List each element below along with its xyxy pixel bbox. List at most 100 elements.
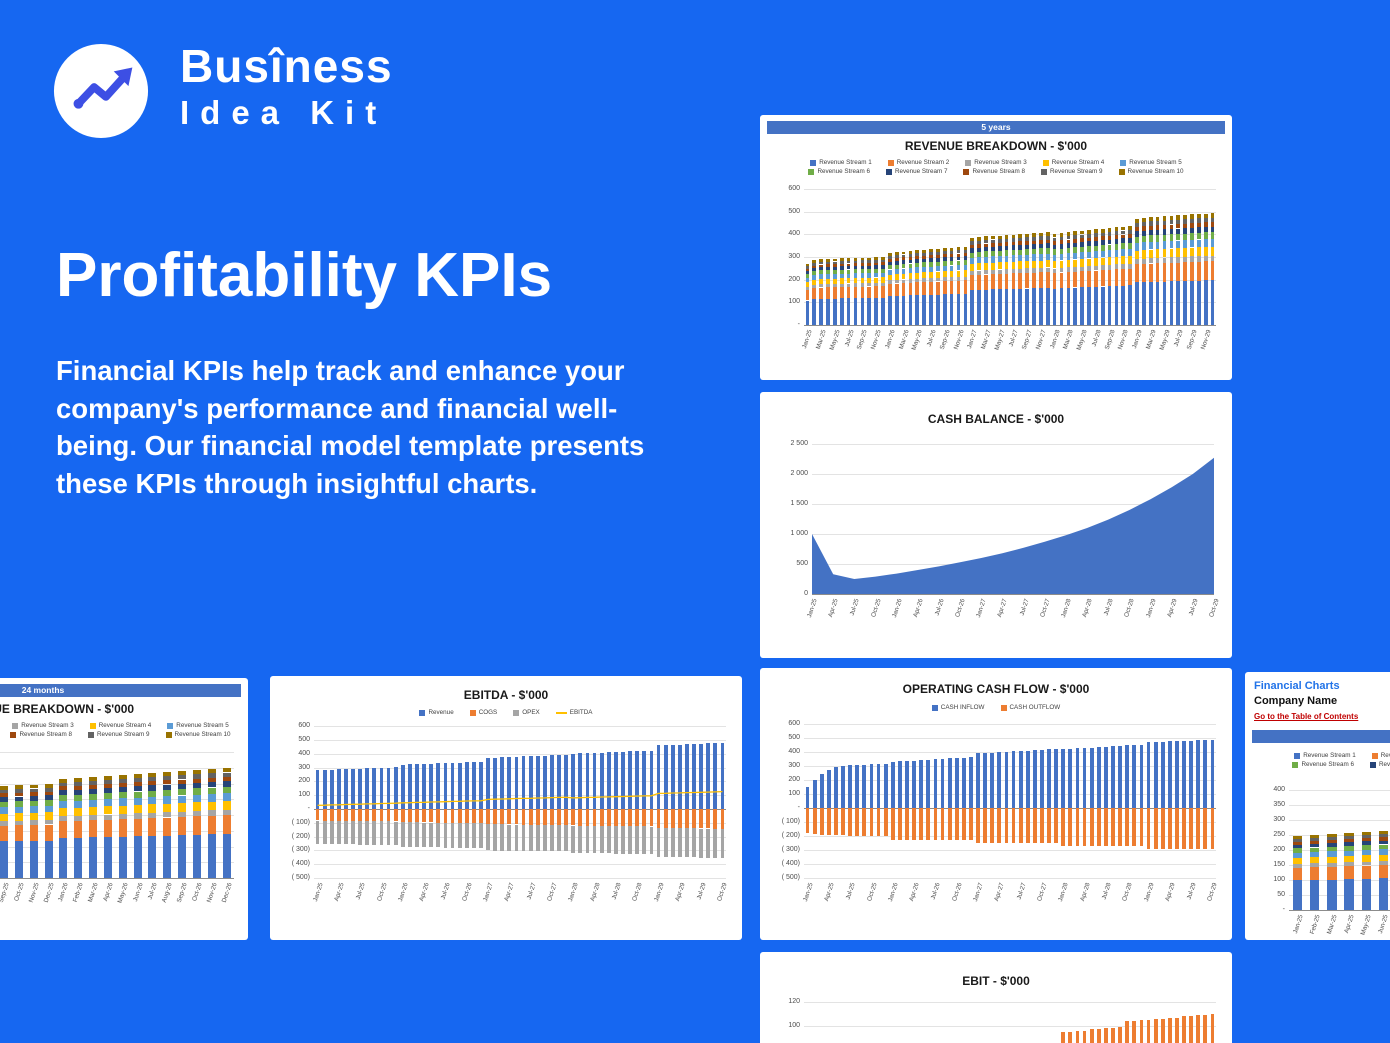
bar-segment	[628, 751, 633, 809]
bar-segment	[1142, 242, 1146, 250]
bar-segment	[853, 263, 858, 266]
bar-segment	[881, 282, 885, 287]
bar-segment	[329, 808, 334, 821]
bar-segment	[990, 246, 995, 252]
bar-segment	[969, 808, 973, 840]
bar-segment	[1100, 265, 1105, 271]
bar-segment	[74, 820, 83, 838]
bar-segment	[1103, 746, 1108, 808]
bar-segment	[163, 796, 172, 804]
bar-segment	[486, 757, 490, 809]
x-axis-label: Jul-26	[440, 882, 453, 901]
bar-segment	[578, 808, 583, 826]
bar-segment	[133, 836, 142, 878]
bar-segment	[528, 824, 533, 852]
legend-label: Revenue Stream 4	[1051, 159, 1105, 166]
bar-segment	[1039, 240, 1043, 244]
page-title: Profitability KPIs	[56, 241, 553, 310]
bar-segment	[833, 270, 837, 275]
bar-segment	[1182, 1016, 1186, 1043]
bar-segment	[1210, 808, 1215, 850]
x-axis-label: Mar-25	[1325, 914, 1339, 936]
bar-segment	[457, 808, 462, 823]
bar-segment	[853, 266, 858, 270]
bar-segment	[1011, 808, 1016, 843]
x-axis-label: Mar-25	[815, 329, 828, 351]
bar-segment	[894, 269, 899, 275]
bar-segment	[1210, 246, 1215, 256]
bar-segment	[192, 770, 201, 775]
bar-segment	[1132, 1021, 1137, 1043]
bar-segment	[1032, 233, 1036, 237]
bar-segment	[163, 776, 172, 781]
hero-description: Financial KPIs help track and enhance yo…	[56, 355, 645, 499]
bar-segment	[1059, 240, 1064, 244]
bar-segment	[1155, 216, 1160, 221]
bar-segment	[1059, 236, 1064, 241]
legend-item: Revenue Stream 8	[10, 731, 72, 738]
bar-segment	[1052, 288, 1057, 325]
legend-label: Revenue Stream 10	[1127, 168, 1184, 175]
bar-segment	[1080, 271, 1084, 288]
bar-segment	[29, 784, 38, 789]
bar-segment	[1080, 230, 1084, 235]
gridline	[812, 504, 1214, 505]
bar-segment	[984, 289, 988, 325]
bar-segment	[192, 794, 201, 803]
x-axis-label: May-29	[1158, 329, 1172, 352]
bar-segment	[846, 258, 851, 261]
bar-segment	[1093, 240, 1098, 246]
x-axis-label: Jan-29	[1131, 329, 1144, 350]
bar-segment	[0, 793, 9, 798]
bar-segment	[535, 808, 540, 825]
bar-segment	[1125, 1021, 1130, 1043]
legend-label: OPEX	[522, 709, 540, 716]
x-axis-label: Jul-29	[1172, 329, 1185, 348]
x-axis-label: Apr-29	[1165, 598, 1179, 619]
bar-segment	[826, 261, 830, 265]
bar-segment	[1160, 741, 1165, 808]
bar-segment	[881, 259, 885, 263]
bar-segment	[1148, 221, 1153, 226]
bar-segment	[1327, 836, 1337, 840]
x-axis-label: Apr-25	[1343, 914, 1356, 935]
bar-segment	[1121, 234, 1126, 239]
bar-segment	[1039, 236, 1043, 241]
bar-segment	[912, 808, 917, 840]
table-of-contents-link[interactable]: Go to the Table of Contents	[1254, 712, 1359, 721]
bar-segment	[358, 808, 363, 822]
bar-segment	[1039, 243, 1043, 249]
bar-segment	[867, 283, 872, 287]
bar-segment	[103, 814, 112, 820]
bar-segment	[1052, 268, 1057, 274]
bar-segment	[1310, 834, 1320, 838]
bar-segment	[949, 250, 954, 254]
bar-segment	[1361, 835, 1371, 839]
x-axis-label: Apr-26	[911, 598, 925, 619]
bar-segment	[663, 828, 668, 858]
bar-segment	[887, 280, 892, 284]
bar-segment	[642, 826, 647, 854]
x-axis-label: Jul-27	[525, 882, 538, 901]
y-axis-label: 150	[1273, 861, 1285, 868]
bar-segment	[819, 261, 824, 265]
bar-segment	[74, 789, 83, 795]
bar-segment	[933, 808, 938, 840]
bar-segment	[940, 808, 945, 840]
bar-segment	[1292, 844, 1303, 849]
gridline	[804, 1002, 1216, 1004]
bar-segment	[14, 796, 23, 802]
bar-segment	[846, 273, 851, 279]
chart-legend: Revenue Stream 1 Revenue Stream 2 Revenue …	[760, 159, 1232, 175]
bar-segment	[1052, 237, 1057, 242]
bar-segment	[915, 253, 920, 257]
legend-square-marker	[1369, 761, 1376, 768]
x-axis-label: Oct-29	[1206, 882, 1220, 903]
bar-segment	[578, 825, 583, 854]
bar-segment	[521, 824, 526, 851]
bar-segment	[400, 808, 405, 823]
bar-segment	[1052, 249, 1057, 255]
chart-plot: 600 500 400 300 200 100 - ( 100) ( 200) ( 300) ( 4…	[782, 720, 1216, 881]
bar-segment	[867, 260, 872, 263]
bar-segment	[720, 742, 725, 809]
